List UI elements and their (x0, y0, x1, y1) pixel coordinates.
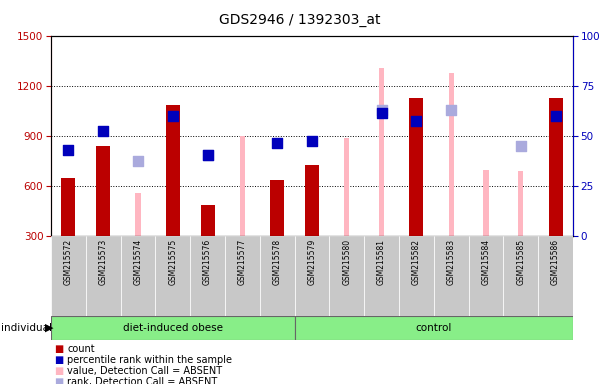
Text: rank, Detection Call = ABSENT: rank, Detection Call = ABSENT (67, 377, 217, 384)
Bar (305, 165, 319, 236)
Bar (51, 316, 295, 340)
Bar (260, 236, 295, 317)
Text: GSM215585: GSM215585 (516, 238, 526, 285)
Bar (329, 236, 364, 317)
Text: individual: individual (1, 323, 52, 333)
Text: ■: ■ (54, 366, 63, 376)
Point (377, 107, 386, 113)
Text: GSM215573: GSM215573 (98, 238, 108, 285)
Point (168, 113, 178, 119)
Text: GSM215572: GSM215572 (64, 238, 73, 285)
Bar (121, 236, 155, 317)
Text: ■: ■ (54, 377, 63, 384)
Bar (364, 236, 399, 317)
Point (377, 110, 386, 116)
Text: value, Detection Call = ABSENT: value, Detection Call = ABSENT (67, 366, 223, 376)
Point (133, 158, 143, 164)
Bar (409, 98, 424, 236)
Bar (166, 105, 180, 236)
Text: diet-induced obese: diet-induced obese (123, 323, 223, 333)
Text: GSM215579: GSM215579 (308, 238, 317, 285)
Bar (96, 146, 110, 236)
Point (551, 113, 560, 119)
Text: GSM215575: GSM215575 (168, 238, 178, 285)
Bar (225, 236, 260, 317)
Text: percentile rank within the sample: percentile rank within the sample (67, 355, 232, 365)
Bar (538, 236, 573, 317)
Text: GSM215583: GSM215583 (446, 238, 456, 285)
Text: GSM215578: GSM215578 (272, 238, 282, 285)
Text: GDS2946 / 1392303_at: GDS2946 / 1392303_at (219, 13, 381, 27)
Text: GSM215582: GSM215582 (412, 238, 421, 285)
Bar (449, 73, 454, 236)
Text: GSM215584: GSM215584 (482, 238, 491, 285)
Bar (51, 236, 86, 317)
Text: control: control (416, 323, 452, 333)
Point (446, 107, 456, 113)
Text: ▶: ▶ (45, 323, 53, 333)
Bar (270, 180, 284, 236)
Bar (200, 205, 215, 236)
Text: ■: ■ (54, 355, 63, 365)
Bar (155, 236, 190, 317)
Point (64, 147, 73, 153)
Text: ■: ■ (54, 344, 63, 354)
Bar (484, 170, 488, 236)
Point (272, 140, 282, 146)
Text: count: count (67, 344, 95, 354)
Bar (434, 236, 469, 317)
Text: GSM215586: GSM215586 (551, 238, 560, 285)
Bar (503, 236, 538, 317)
Point (307, 138, 317, 144)
Point (412, 118, 421, 124)
Bar (86, 236, 121, 317)
Bar (518, 171, 523, 236)
Bar (136, 193, 140, 236)
Text: GSM215577: GSM215577 (238, 238, 247, 285)
Bar (295, 316, 573, 340)
Bar (61, 178, 76, 236)
Point (98, 128, 108, 134)
Point (203, 152, 212, 158)
Bar (190, 236, 225, 317)
Text: GSM215576: GSM215576 (203, 238, 212, 285)
Text: GSM215581: GSM215581 (377, 238, 386, 285)
Bar (295, 236, 329, 317)
Bar (548, 98, 563, 236)
Point (516, 143, 526, 149)
Text: GSM215574: GSM215574 (133, 238, 143, 285)
Bar (344, 138, 349, 236)
Bar (399, 236, 434, 317)
Bar (379, 68, 384, 236)
Bar (469, 236, 503, 317)
Point (203, 152, 212, 158)
Bar (240, 136, 245, 236)
Text: GSM215580: GSM215580 (342, 238, 351, 285)
